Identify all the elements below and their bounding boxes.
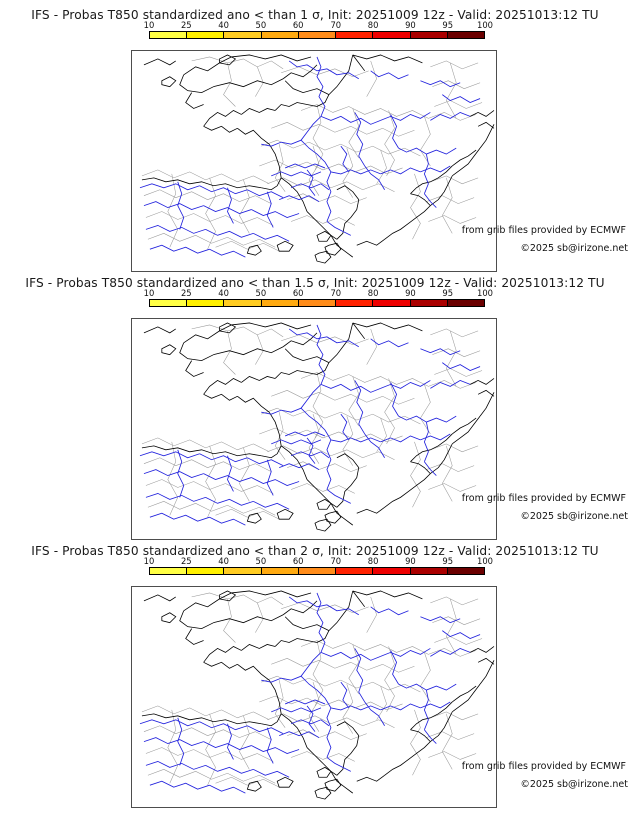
colorbar-1: 10 25 40 50 60 70 80 90 95 100 [144,20,493,39]
forecast-panel-1-sigma: IFS - Probas T850 standardized ano < tha… [0,0,630,272]
colorbar-tick-60: 60 [292,556,304,566]
colorbar-segment-7 [410,568,448,574]
colorbar-segment-4 [298,300,337,306]
colorbar-tick-labels: 10 25 40 50 60 70 80 90 95 100 [144,556,493,567]
colorbar-tick-10: 10 [143,288,155,298]
credit-copyright: ©2025 sb@irizone.net [520,511,628,522]
colorbar-tick-25: 25 [180,288,192,298]
colorbar-segment-7 [410,300,448,306]
colorbar-tick-50: 50 [255,556,267,566]
rivers-layer [139,324,481,526]
colorbar-segment-4 [298,568,337,574]
colorbar-tick-100: 100 [477,556,493,566]
coastline-layer [141,590,495,800]
colorbar-tick-labels: 10 25 40 50 60 70 80 90 95 100 [144,20,493,31]
colorbar-segment-0 [150,300,188,306]
colorbar-tick-100: 100 [477,288,493,298]
colorbar-tick-labels: 10 25 40 50 60 70 80 90 95 100 [144,288,493,299]
colorbar-tick-70: 70 [330,288,342,298]
colorbar-gradient [149,299,485,307]
colorbar-segment-7 [410,32,448,38]
map-canvas-1-sigma[interactable] [131,50,497,272]
forecast-panel-1p5-sigma: IFS - Probas T850 standardized ano < tha… [0,268,630,540]
colorbar-gradient [149,31,485,39]
colorbar-tick-90: 90 [405,20,416,30]
colorbar-tick-60: 60 [292,288,304,298]
colorbar-tick-25: 25 [180,556,192,566]
colorbar-segment-3 [261,300,299,306]
credit-ecmwf: from grib files provided by ECMWF [461,493,626,504]
panel-title: IFS - Probas T850 standardized ano < tha… [31,8,599,22]
admin-borders-layer [141,592,483,788]
colorbar-tick-40: 40 [218,556,229,566]
colorbar-tick-50: 50 [255,288,267,298]
colorbar-segment-5 [336,32,374,38]
colorbar-tick-100: 100 [477,20,493,30]
panel-title: IFS - Probas T850 standardized ano < tha… [31,544,599,558]
colorbar-tick-80: 80 [367,288,379,298]
colorbar-tick-95: 95 [442,288,454,298]
rivers-layer [139,592,481,794]
admin-borders-layer [141,56,483,252]
panel-title: IFS - Probas T850 standardized ano < tha… [25,276,605,290]
colorbar-tick-95: 95 [442,556,454,566]
colorbar-segment-2 [224,568,262,574]
coastline-layer [141,322,495,532]
map-geometry [139,590,495,800]
colorbar-tick-40: 40 [218,20,229,30]
colorbar-segment-8 [447,300,484,306]
colorbar-segment-3 [261,568,299,574]
colorbar-tick-10: 10 [143,556,155,566]
admin-borders-layer [141,324,483,520]
colorbar-2: 10 25 40 50 60 70 80 90 95 100 [144,288,493,307]
credit-copyright: ©2025 sb@irizone.net [520,779,628,790]
colorbar-segment-0 [150,32,188,38]
colorbar-segment-5 [336,300,374,306]
map-geometry [139,54,495,264]
map-canvas-1p5-sigma[interactable] [131,318,497,540]
colorbar-tick-10: 10 [143,20,155,30]
colorbar-tick-95: 95 [442,20,454,30]
colorbar-tick-40: 40 [218,288,229,298]
credit-copyright: ©2025 sb@irizone.net [520,243,628,254]
colorbar-segment-3 [261,32,299,38]
colorbar-segment-8 [447,32,484,38]
colorbar-tick-90: 90 [405,556,416,566]
colorbar-gradient [149,567,485,575]
coastline-layer [141,54,495,264]
colorbar-segment-4 [298,32,337,38]
colorbar-tick-90: 90 [405,288,416,298]
colorbar-segment-2 [224,300,262,306]
colorbar-3: 10 25 40 50 60 70 80 90 95 100 [144,556,493,575]
credit-ecmwf: from grib files provided by ECMWF [461,761,626,772]
colorbar-segment-8 [447,568,484,574]
colorbar-tick-80: 80 [367,20,379,30]
colorbar-segment-0 [150,568,188,574]
colorbar-segment-6 [373,32,411,38]
colorbar-segment-1 [187,300,225,306]
forecast-panel-2-sigma: IFS - Probas T850 standardized ano < tha… [0,536,630,808]
colorbar-segment-1 [187,32,225,38]
colorbar-segment-1 [187,568,225,574]
colorbar-segment-6 [373,568,411,574]
colorbar-tick-70: 70 [330,20,342,30]
colorbar-segment-5 [336,568,374,574]
rivers-layer [139,56,481,258]
colorbar-tick-50: 50 [255,20,267,30]
colorbar-segment-6 [373,300,411,306]
credit-ecmwf: from grib files provided by ECMWF [461,225,626,236]
colorbar-tick-60: 60 [292,20,304,30]
colorbar-tick-25: 25 [180,20,192,30]
colorbar-segment-2 [224,32,262,38]
map-geometry [139,322,495,532]
colorbar-tick-80: 80 [367,556,379,566]
map-canvas-2-sigma[interactable] [131,586,497,808]
colorbar-tick-70: 70 [330,556,342,566]
